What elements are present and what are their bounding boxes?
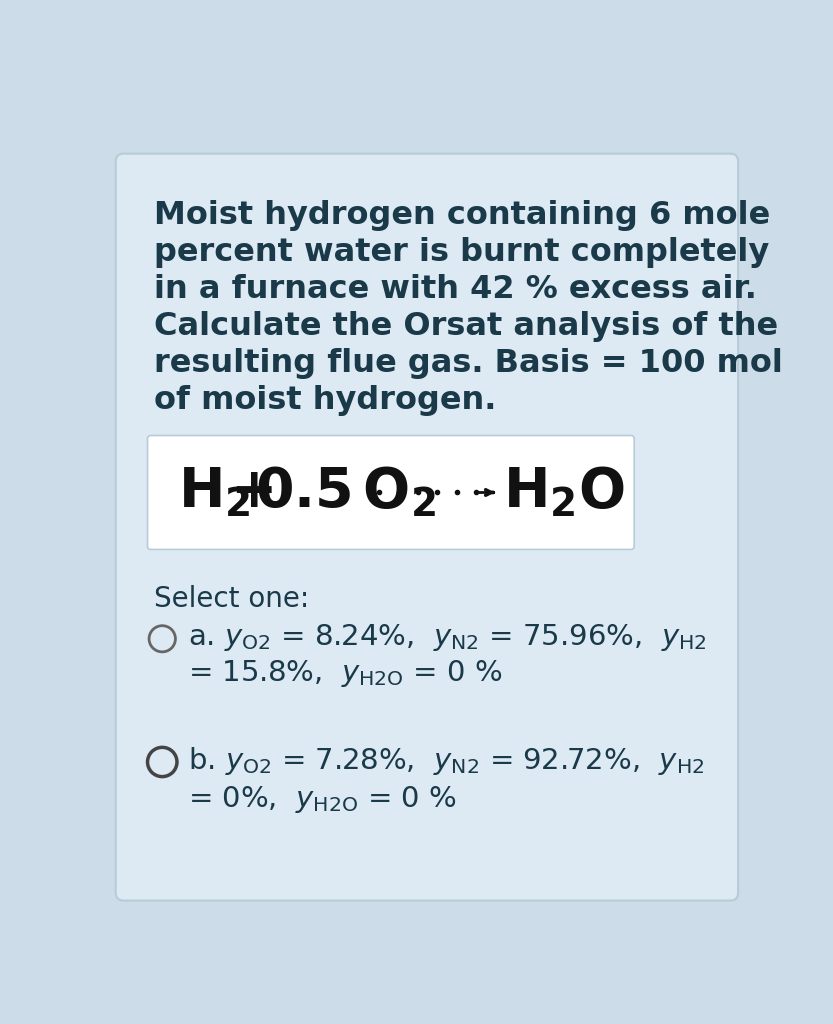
Text: $\mathbf{H_2O}$: $\mathbf{H_2O}$ [503,466,625,519]
Text: $\mathbf{+}$: $\mathbf{+}$ [230,466,272,519]
Text: Calculate the Orsat analysis of the: Calculate the Orsat analysis of the [154,310,779,342]
Text: $\mathbf{0.5\,O_2}$: $\mathbf{0.5\,O_2}$ [255,466,436,519]
Text: in a furnace with 42 % excess air.: in a furnace with 42 % excess air. [154,273,757,305]
Text: Moist hydrogen containing 6 mole: Moist hydrogen containing 6 mole [154,200,771,230]
Text: = 0%,  $y_{\mathrm{H2O}}$ = 0 %: = 0%, $y_{\mathrm{H2O}}$ = 0 % [187,783,456,814]
Text: resulting flue gas. Basis = 100 mol: resulting flue gas. Basis = 100 mol [154,348,783,379]
Text: = 15.8%,  $y_{\mathrm{H2O}}$ = 0 %: = 15.8%, $y_{\mathrm{H2O}}$ = 0 % [187,658,502,689]
Text: of moist hydrogen.: of moist hydrogen. [154,385,496,416]
FancyBboxPatch shape [116,154,738,900]
Text: $\mathbf{H_2}$: $\mathbf{H_2}$ [177,466,251,519]
Text: percent water is burnt completely: percent water is burnt completely [154,237,770,268]
Text: Select one:: Select one: [154,585,310,613]
Text: b. $y_{\mathrm{O2}}$ = 7.28%,  $y_{\mathrm{N2}}$ = 92.72%,  $y_{\mathrm{H2}}$: b. $y_{\mathrm{O2}}$ = 7.28%, $y_{\mathr… [187,745,704,777]
Text: a. $y_{\mathrm{O2}}$ = 8.24%,  $y_{\mathrm{N2}}$ = 75.96%,  $y_{\mathrm{H2}}$: a. $y_{\mathrm{O2}}$ = 8.24%, $y_{\mathr… [187,622,706,653]
FancyBboxPatch shape [147,435,634,550]
